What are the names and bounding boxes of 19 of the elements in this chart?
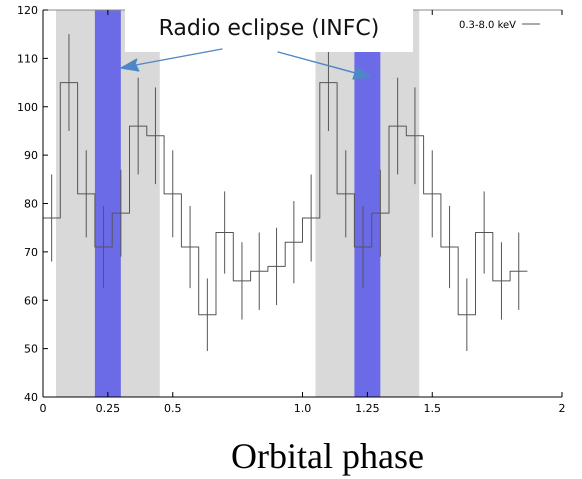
x-tick-label: 1.25	[355, 402, 380, 415]
y-tick-label: 50	[24, 342, 38, 356]
y-tick-label: 40	[24, 391, 38, 404]
y-tick-label: 80	[24, 198, 38, 210]
y-tick-label: 110	[17, 52, 38, 66]
x-tick-label: 0.5	[164, 402, 182, 415]
x-tick-label: 0.25	[96, 402, 120, 415]
x-tick-label: 0	[40, 402, 46, 415]
x-tick-label: 2	[558, 402, 566, 415]
x-tick-label: 1.0	[294, 402, 312, 415]
y-tick-label: 60	[24, 294, 38, 308]
y-tick-label: 100	[17, 100, 38, 114]
y-tick-label: 90	[24, 149, 38, 162]
annotation: Radio eclipse (INFC)	[158, 16, 380, 41]
x-axis-title: Orbital phase	[231, 436, 424, 476]
x-tick-label: 1.5	[424, 402, 441, 415]
y-tick-label: 70	[24, 246, 38, 259]
legend-label: 0.3-8.0 keV	[458, 20, 516, 31]
y-tick-label: 120	[17, 4, 38, 17]
